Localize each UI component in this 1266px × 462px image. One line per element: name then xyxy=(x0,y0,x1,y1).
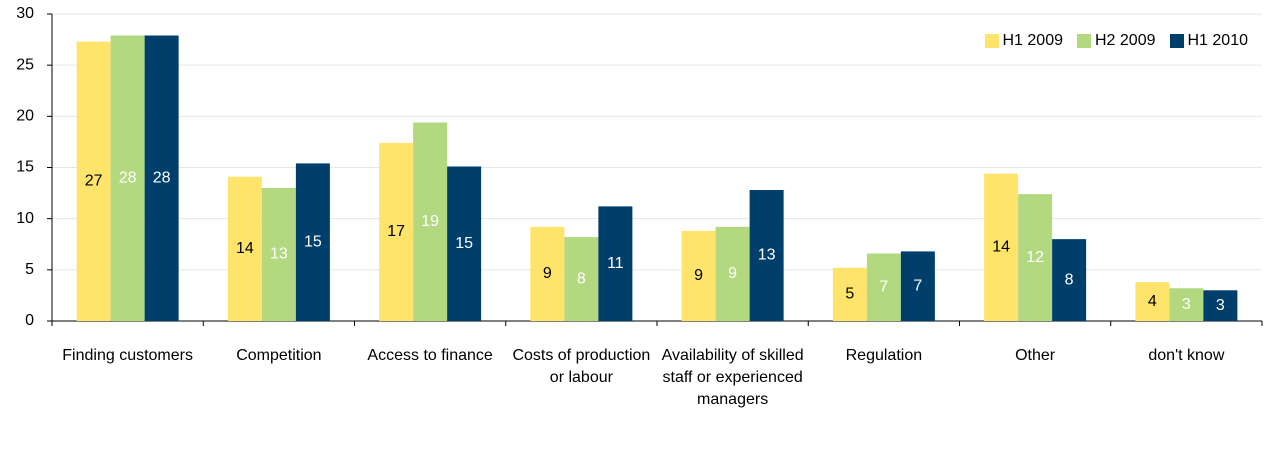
bar xyxy=(379,142,414,321)
bar xyxy=(295,163,330,321)
legend-label: H1 2009 xyxy=(1002,32,1064,49)
data-label: 13 xyxy=(758,247,776,264)
y-tick-label: 15 xyxy=(16,159,34,176)
x-tick-label: Finding customers xyxy=(62,347,193,364)
bar xyxy=(749,190,784,321)
data-label: 15 xyxy=(455,235,473,252)
data-label: 12 xyxy=(1026,249,1044,266)
data-label: 11 xyxy=(607,255,624,272)
legend-label: H1 2010 xyxy=(1187,32,1249,49)
data-label: 9 xyxy=(694,267,703,284)
data-label: 3 xyxy=(1182,296,1191,313)
data-label: 7 xyxy=(879,278,888,295)
bar xyxy=(447,166,482,321)
data-label: 14 xyxy=(236,240,254,257)
bar xyxy=(715,226,750,321)
bar xyxy=(1135,282,1170,321)
bar xyxy=(76,41,111,321)
data-label: 27 xyxy=(85,173,103,190)
data-label: 15 xyxy=(304,233,322,250)
legend-item: H2 2009 xyxy=(1077,32,1156,50)
bar xyxy=(681,230,716,321)
bar xyxy=(1018,194,1053,321)
bar xyxy=(900,251,935,321)
legend: H1 2009 H2 2009 H1 2010 xyxy=(984,32,1249,50)
data-label: 14 xyxy=(992,239,1010,256)
bar xyxy=(984,173,1019,321)
bar xyxy=(413,122,448,322)
x-tick-label: Regulation xyxy=(845,347,923,364)
x-tick-label: Costs of production or labour xyxy=(512,347,651,386)
bar xyxy=(110,35,145,322)
data-label: 9 xyxy=(543,265,552,282)
data-label: 19 xyxy=(421,213,439,230)
y-tick-label: 25 xyxy=(16,56,34,73)
data-label: 4 xyxy=(1148,293,1157,310)
legend-swatch xyxy=(984,34,999,48)
data-label: 8 xyxy=(577,270,586,287)
bar xyxy=(1052,239,1087,321)
y-tick-label: 10 xyxy=(16,210,34,227)
bar xyxy=(530,226,565,321)
bar xyxy=(832,267,867,321)
data-label: 9 xyxy=(728,265,737,282)
legend-swatch xyxy=(1169,34,1184,48)
data-label: 28 xyxy=(119,169,137,186)
data-label: 5 xyxy=(845,286,854,303)
x-tick-label: Other xyxy=(1015,347,1056,364)
bar xyxy=(1169,288,1204,321)
y-tick-label: 30 xyxy=(16,5,34,22)
bar xyxy=(866,253,901,321)
bar xyxy=(1203,290,1238,321)
y-tick-label: 5 xyxy=(25,261,34,278)
bar xyxy=(261,187,296,321)
x-tick-label: Availability of skilled staff or experie… xyxy=(661,347,804,408)
data-label: 17 xyxy=(387,223,405,240)
legend-item: H1 2009 xyxy=(984,32,1064,50)
x-tick-label: Access to finance xyxy=(367,347,493,364)
bar xyxy=(564,237,599,321)
x-tick-label: Competition xyxy=(236,347,322,364)
bar xyxy=(227,176,262,321)
legend-item: H1 2010 xyxy=(1169,32,1249,50)
x-tick-label: don't know xyxy=(1148,347,1225,364)
data-label: 28 xyxy=(153,169,171,186)
data-label: 13 xyxy=(270,246,288,263)
y-tick-label: 20 xyxy=(16,108,34,125)
data-label: 7 xyxy=(913,277,922,294)
legend-label: H2 2009 xyxy=(1095,32,1156,49)
data-label: 8 xyxy=(1065,271,1074,288)
bar xyxy=(144,35,179,322)
legend-swatch xyxy=(1077,34,1091,48)
y-tick-label: 0 xyxy=(25,312,34,329)
bar xyxy=(598,206,633,321)
data-label: 3 xyxy=(1216,297,1225,314)
